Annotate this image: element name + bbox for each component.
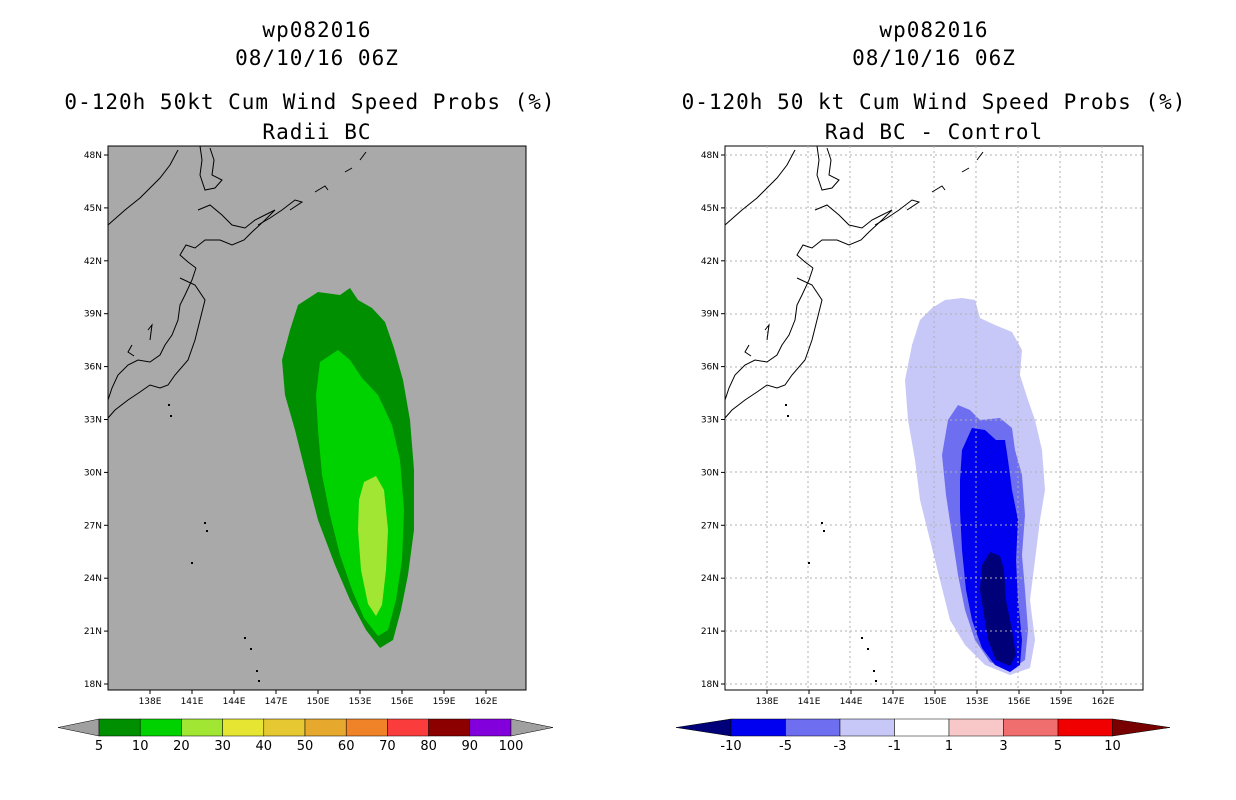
right-lat-label: 39N [701,310,719,320]
left-lat-axis: 48N 45N 42N 39N 36N 33N 30N 27N 24N 21N 18N [84,151,108,690]
right-datetime: 08/10/16 06Z [852,46,1016,70]
left-lon-axis: 138E 141E 144E 147E 150E 153E 156E 159E 162E [139,690,498,707]
right-lat-label: 42N [701,257,719,267]
right-lon-label: 141E [798,697,821,707]
right-lon-label: 150E [924,697,947,707]
left-lat-label: 18N [84,680,102,690]
left-lat-label: 21N [84,627,102,637]
left-storm-id: wp082016 [262,18,372,42]
right-coastlines [724,145,984,419]
left-islands [168,404,260,682]
left-lon-label: 159E [433,697,456,707]
right-colorbar-label: 3 [999,739,1007,754]
right-colorbar-label: -10 [720,739,741,754]
right-colorbar: -10 -5 -3 -1 1 3 5 10 [675,718,1171,754]
left-colorbar-label: 80 [420,739,437,754]
left-lat-label: 45N [84,204,102,214]
right-storm-id: wp082016 [879,18,989,42]
right-lat-label: 30N [701,468,719,478]
left-lat-label: 36N [84,363,102,373]
right-islands [785,404,877,682]
left-lat-label: 24N [84,574,102,584]
left-colorbar-label: 30 [214,739,231,754]
right-colorbar-label: 5 [1054,739,1062,754]
left-colorbar-label: 40 [256,739,273,754]
right-colorbar-swatch [894,718,950,737]
left-lon-label: 150E [307,697,330,707]
left-lat-label: 33N [84,416,102,426]
left-colorbar: 5 10 20 30 40 50 60 70 80 90 100 [57,718,554,754]
left-lon-label: 141E [181,697,204,707]
left-lon-label: 147E [265,697,288,707]
right-subtitle: Rad BC - Control [824,120,1044,144]
right-colorbar-swatch [730,718,786,737]
left-colorbar-label: 90 [462,739,479,754]
right-lon-label: 144E [840,697,863,707]
left-colorbar-label: 70 [379,739,396,754]
left-colorbar-end-high [510,718,554,737]
right-lon-label: 159E [1050,697,1073,707]
left-lat-label: 48N [84,151,102,161]
right-colorbar-end-low [675,718,732,737]
left-datetime: 08/10/16 06Z [235,46,399,70]
left-lat-label: 27N [84,521,102,531]
right-lat-label: 18N [701,680,719,690]
right-colorbar-label: 10 [1104,739,1121,754]
right-colorbar-swatch [948,718,1004,737]
left-colorbar-label: 10 [132,739,149,754]
right-lon-label: 153E [966,697,989,707]
left-lat-label: 39N [84,310,102,320]
left-contour-20pct [358,476,388,616]
right-colorbar-swatch [1057,718,1113,737]
right-lat-label: 45N [701,204,719,214]
left-colorbar-label: 100 [499,739,524,754]
right-lon-label: 156E [1008,697,1031,707]
left-lon-label: 162E [475,697,498,707]
right-colorbar-end-high [1112,718,1171,737]
left-title: 0-120h 50kt Cum Wind Speed Probs (%) [64,90,556,114]
left-lon-label: 138E [139,697,162,707]
right-lat-label: 21N [701,627,719,637]
right-colorbar-swatch [1003,718,1059,737]
left-colorbar-label: 50 [297,739,314,754]
left-lon-label: 153E [349,697,372,707]
left-lon-label: 144E [223,697,246,707]
right-title: 0-120h 50 kt Cum Wind Speed Probs (%) [681,90,1187,114]
right-lon-axis: 138E 141E 144E 147E 150E 153E 156E 159E 162E [756,690,1115,707]
right-colorbar-label: -3 [834,739,847,754]
right-colorbar-label: -5 [779,739,792,754]
right-colorbar-label: 1 [945,739,953,754]
left-colorbar-label: 5 [95,739,103,754]
right-lat-label: 33N [701,416,719,426]
left-subtitle: Radii BC [262,120,372,144]
right-colorbar-swatch [785,718,841,737]
right-colorbar-swatch [839,718,895,737]
left-coastlines [107,145,367,419]
right-lat-label: 24N [701,574,719,584]
right-lon-label: 162E [1092,697,1115,707]
right-lat-axis: 48N 45N 42N 39N 36N 33N 30N 27N 24N 21N 18N [701,151,725,690]
right-gridlines [725,146,1143,690]
left-lat-label: 30N [84,468,102,478]
right-lon-label: 147E [882,697,905,707]
left-colorbar-label: 20 [173,739,190,754]
right-lat-label: 27N [701,521,719,531]
right-colorbar-label: -1 [888,739,901,754]
right-lat-label: 36N [701,363,719,373]
right-lon-label: 138E [756,697,779,707]
right-lat-label: 48N [701,151,719,161]
right-contour-minus10 [980,552,1016,666]
left-lon-label: 156E [391,697,414,707]
left-colorbar-label: 60 [338,739,355,754]
left-lat-label: 42N [84,257,102,267]
